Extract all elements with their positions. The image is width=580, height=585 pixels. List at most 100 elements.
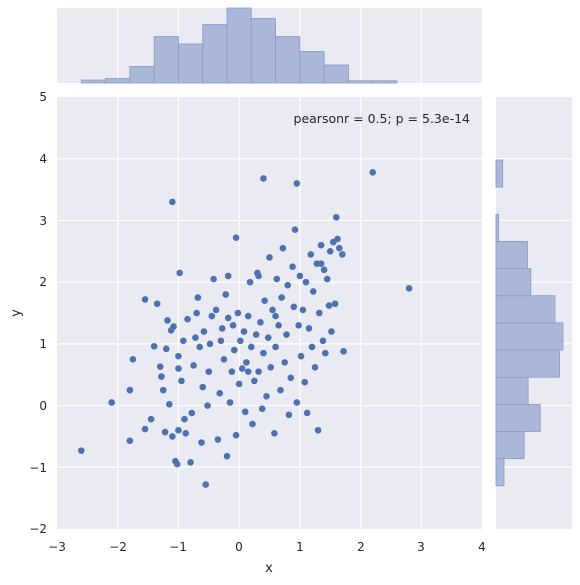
data-point	[198, 439, 205, 446]
data-point	[199, 384, 206, 391]
data-point	[239, 365, 246, 372]
data-point	[78, 447, 85, 454]
x-tick-label: −3	[48, 540, 66, 554]
data-point	[320, 337, 327, 344]
data-point	[304, 410, 311, 417]
data-point	[289, 263, 296, 270]
data-point	[328, 328, 335, 335]
data-point	[222, 291, 229, 298]
data-point	[318, 260, 325, 267]
data-point	[142, 426, 149, 433]
data-point	[261, 297, 268, 304]
x-tick-label: 2	[357, 540, 365, 554]
data-point	[163, 345, 170, 352]
data-point	[210, 276, 217, 283]
data-point	[184, 316, 191, 323]
histogram-bar	[81, 80, 105, 83]
data-point	[188, 410, 195, 417]
data-point	[162, 429, 169, 436]
data-point	[164, 317, 171, 324]
data-point	[301, 379, 308, 386]
data-point	[130, 356, 137, 363]
data-point	[204, 402, 211, 409]
data-point	[321, 267, 328, 274]
histogram-bar	[106, 79, 130, 84]
y-tick-label: 5	[39, 90, 47, 104]
data-point	[306, 325, 313, 332]
data-point	[202, 481, 209, 488]
data-point	[241, 328, 248, 335]
x-tick-label: −1	[169, 540, 187, 554]
data-point	[336, 245, 343, 252]
data-point	[181, 416, 188, 423]
data-point	[369, 169, 376, 176]
data-point	[169, 433, 176, 440]
data-point	[249, 421, 256, 428]
histogram-bar	[496, 296, 555, 323]
data-point	[237, 337, 244, 344]
data-point	[233, 234, 240, 241]
marginal-y-panel	[496, 97, 572, 529]
data-point	[298, 353, 305, 360]
histogram-bar	[227, 8, 251, 83]
data-point	[182, 430, 189, 437]
data-point	[108, 399, 115, 406]
x-tick-label: 1	[296, 540, 304, 554]
joint-background	[57, 97, 482, 529]
data-point	[178, 378, 185, 385]
data-point	[275, 322, 282, 329]
data-point	[266, 254, 273, 261]
data-point	[340, 348, 347, 355]
data-point	[225, 315, 232, 322]
data-point	[190, 362, 197, 369]
data-point	[316, 310, 323, 317]
histogram-bar	[203, 25, 227, 84]
data-point	[300, 307, 307, 314]
data-point	[257, 319, 264, 326]
data-point	[236, 381, 243, 388]
x-axis: −3 −2 −1 0 1 2 3 4 x	[48, 540, 486, 576]
data-point	[154, 300, 161, 307]
data-point	[255, 368, 262, 375]
data-point	[196, 344, 203, 351]
data-point	[230, 322, 237, 329]
histogram-bar	[496, 431, 524, 458]
y-tick-label: 0	[39, 399, 47, 413]
data-point	[283, 331, 290, 338]
data-point	[310, 288, 317, 295]
data-point	[233, 432, 240, 439]
data-point	[406, 285, 413, 292]
data-point	[201, 328, 208, 335]
marginal-x-panel	[57, 8, 482, 83]
y-tick-label: 3	[39, 214, 47, 228]
data-point	[224, 453, 231, 460]
histogram-bar	[154, 37, 178, 84]
data-point	[318, 242, 325, 249]
pearson-annotation: pearsonr = 0.5; p = 5.3e-14	[294, 111, 471, 126]
data-point	[324, 276, 331, 283]
y-axis-label: y	[9, 309, 24, 317]
data-point	[231, 347, 238, 354]
y-tick-label: 2	[39, 275, 47, 289]
data-point	[315, 427, 322, 434]
histogram-bar	[496, 241, 527, 268]
data-point	[215, 436, 222, 443]
data-point	[205, 368, 212, 375]
histogram-bar	[373, 81, 397, 83]
data-point	[327, 248, 334, 255]
data-point	[169, 199, 176, 206]
histogram-bar	[496, 459, 504, 486]
data-point	[253, 331, 260, 338]
data-point	[151, 343, 158, 350]
data-point	[333, 214, 340, 221]
histogram-bar	[496, 350, 560, 377]
data-point	[260, 175, 267, 182]
data-point	[312, 364, 319, 371]
data-point	[269, 307, 276, 314]
data-point	[127, 387, 134, 394]
data-point	[260, 350, 267, 357]
data-point	[175, 427, 182, 434]
histogram-bar	[300, 52, 324, 84]
histogram-bar	[130, 67, 154, 84]
histogram-bar	[496, 160, 503, 187]
